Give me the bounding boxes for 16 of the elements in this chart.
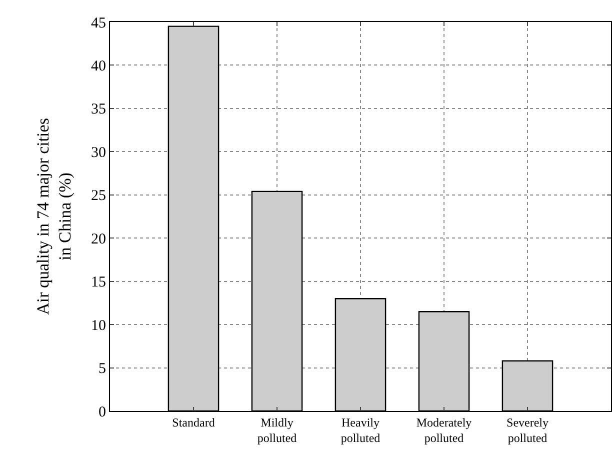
x-tick-label: Standard: [172, 415, 215, 430]
y-tick-label: 40: [91, 58, 106, 74]
y-tick-label: 45: [91, 15, 106, 32]
y-tick-label: 15: [91, 274, 106, 291]
y-tick-label: 35: [91, 102, 106, 118]
y-axis-title: Air quality in 74 major cities in China (%): [33, 118, 75, 315]
x-tick-label: Moderately polluted: [416, 415, 472, 445]
y-tick-label: 20: [91, 231, 106, 248]
y-tick-label: 25: [91, 188, 106, 204]
x-tick-label: Heavily polluted: [340, 415, 380, 445]
x-tick-label: Mildly polluted: [257, 415, 297, 445]
y-tick-label: 0: [98, 404, 106, 420]
y-tick-label: 5: [98, 361, 106, 378]
y-tick-label: 10: [91, 318, 106, 334]
y-tick-label: 30: [91, 144, 106, 161]
x-tick-label: Severely polluted: [506, 415, 548, 445]
